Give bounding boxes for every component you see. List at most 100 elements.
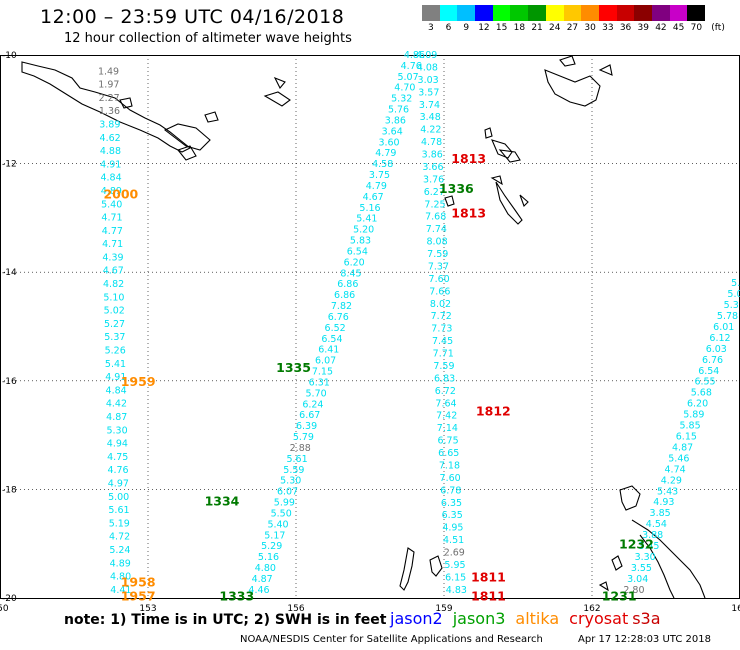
wave-height-label: 5.29 — [261, 541, 282, 552]
pass-time-label: 1811 — [471, 569, 506, 584]
coastline-shape — [544, 69, 601, 107]
wave-height-label: 5.95 — [444, 560, 465, 571]
coastline-shape — [204, 111, 219, 123]
wave-height-label: 5.32 — [391, 94, 412, 105]
wave-height-label: 2.80 — [623, 585, 644, 596]
wave-height-label: 4.87 — [252, 574, 273, 585]
wave-height-label: 6.15 — [445, 572, 466, 583]
wave-height-label: 3.88 — [642, 530, 663, 541]
wave-height-label: 4.70 — [394, 83, 415, 94]
wave-height-label: 5.78 — [717, 311, 738, 322]
lon-tick-label: 162 — [583, 604, 600, 614]
wave-height-label: 3.57 — [418, 87, 439, 98]
wave-height-label: 4.71 — [102, 239, 123, 250]
coastline-shape — [559, 55, 576, 67]
wave-height-label: 4.29 — [661, 475, 682, 486]
legend-label: 39 — [637, 23, 649, 33]
wave-height-label: 4.22 — [420, 125, 441, 136]
wave-height-label: 2.27 — [99, 93, 120, 104]
wave-height-label: 6.35 — [441, 498, 462, 509]
wave-height-label: 4.09 — [416, 50, 437, 61]
legend-label: 27 — [566, 23, 579, 33]
wave-height-label: 7.42 — [436, 411, 457, 422]
wave-height-label: 6.35 — [442, 510, 463, 521]
wave-height-label: 4.91 — [100, 159, 121, 170]
wave-height-label: 5.37 — [104, 332, 125, 343]
wave-height-label: 6.76 — [702, 355, 723, 366]
wave-height-label: 4.80 — [110, 572, 131, 583]
wave-height-label: 4.86 — [404, 50, 425, 61]
wave-height-label: 6.07 — [315, 356, 336, 367]
legend-swatch — [510, 5, 529, 21]
wave-height-label: 1.36 — [99, 106, 120, 117]
wave-height-label: 4.08 — [417, 62, 438, 73]
wave-height-label: 7.45 — [432, 336, 453, 347]
wave-height-label: 6.65 — [438, 448, 459, 459]
wave-height-label: 4.95 — [442, 523, 463, 534]
legend-label: 9 — [463, 23, 470, 33]
legend-label: 45 — [672, 23, 685, 33]
satellite-s3a: s3a — [632, 609, 661, 628]
pass-time-label: 1812 — [476, 404, 511, 419]
wave-height-label: 6.27 — [424, 187, 445, 198]
lon-tick-label: 156 — [287, 604, 304, 614]
wave-height-label: 4.72 — [109, 532, 130, 543]
wave-height-label: 5.41 — [356, 214, 377, 225]
wave-height-label: 4.67 — [363, 192, 384, 203]
legend-label: 33 — [602, 23, 614, 33]
satellite-cryosat: cryosat — [569, 609, 629, 628]
wave-height-label: 5.1 — [731, 278, 740, 289]
wave-height-label: 4.76 — [401, 61, 422, 72]
coastline-shape — [495, 181, 523, 225]
wave-height-label: 4.97 — [108, 478, 129, 489]
coastline-shape — [611, 555, 623, 571]
legend-label: 42 — [655, 23, 667, 33]
wave-height-label: 4.88 — [100, 146, 121, 157]
wave-height-label: 3.86 — [422, 150, 443, 161]
wave-height-label: 1.49 — [98, 66, 119, 77]
wave-height-label: 5.20 — [353, 225, 374, 236]
lon-tick-label: 165 — [731, 604, 740, 614]
wave-height-label: 5.79 — [293, 432, 314, 443]
satellite-jason3: jason3 — [452, 609, 506, 628]
wave-height-label: 5.0 — [727, 289, 740, 300]
color-legend-labels: 3 6 9 12 15 18 21 24 27 30 33 36 39 42 45 70 (ft) — [422, 23, 732, 35]
lon-tick-label: 159 — [435, 604, 452, 614]
pass-time-label: 1232 — [619, 537, 654, 552]
wave-height-label: 3.55 — [631, 563, 652, 574]
pass-time-label: 1335 — [276, 360, 311, 375]
map-grid: 150 153 156 159 162 165 -10 -12 -14 -16 -18 -20 — [0, 51, 740, 614]
wave-height-label: 3.64 — [382, 126, 403, 137]
lon-tick-label: 150 — [0, 604, 9, 614]
coastline-shape — [639, 534, 675, 599]
lat-tick-label: -18 — [2, 485, 17, 495]
legend-swatch — [634, 5, 652, 21]
color-legend-bar — [422, 5, 705, 21]
legend-swatch — [457, 5, 476, 21]
wave-height-label: 7.59 — [433, 361, 454, 372]
wave-height-label: 4.82 — [103, 279, 124, 290]
coastline-shape — [598, 64, 613, 76]
lat-tick-label: -12 — [2, 160, 17, 170]
legend-swatch — [616, 5, 635, 21]
wave-height-label: 5.30 — [106, 425, 127, 436]
wave-height-label: 6.52 — [325, 323, 346, 334]
wave-height-label: 3.48 — [420, 112, 441, 123]
wave-height-label: 5.40 — [267, 519, 288, 530]
wave-height-label: 8.08 — [426, 237, 447, 248]
wave-height-label: 5.02 — [104, 306, 125, 317]
wave-height-label: 6.86 — [337, 279, 358, 290]
wave-height-label: 6.54 — [698, 366, 719, 377]
pass-time-label: 1333 — [219, 588, 254, 603]
wave-height-label: 6.15 — [676, 432, 697, 443]
wave-height-label: 7.60 — [429, 274, 450, 285]
coastline-shape — [399, 547, 415, 591]
wave-height-label: 4.83 — [446, 585, 467, 596]
wave-height-label: 7.73 — [431, 324, 452, 335]
wave-height-label: 4.51 — [443, 535, 464, 546]
wave-height-label: 5.68 — [691, 388, 712, 399]
wave-height-label: 5.10 — [103, 292, 124, 303]
wave-height-label: 5.83 — [350, 236, 371, 247]
wave-height-label: 5.16 — [258, 552, 279, 563]
